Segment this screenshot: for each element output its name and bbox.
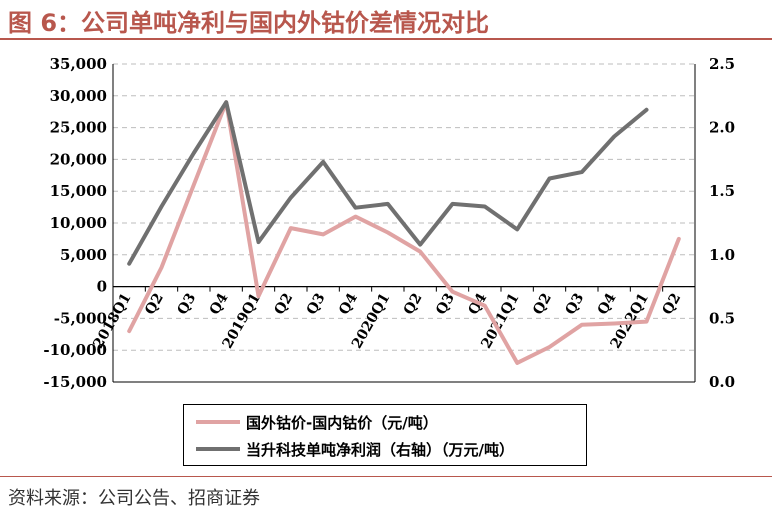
right-tick-label: 0.5	[709, 309, 735, 327]
chart-canvas: 35,000 30,000 25,000 20,000 15,000 10,000 5,00…	[43, 55, 735, 391]
left-tick-label: 15,000	[50, 182, 107, 200]
legend: 国外钴价-国内钴价（元/吨） 当升科技单吨净利润（右轴）（万元/吨）	[183, 404, 587, 466]
series-line-price-diff	[127, 100, 681, 365]
chart-title: 图 6：公司单吨净利与国内外钴价差情况对比	[8, 9, 490, 37]
right-tick-label: 2.0	[709, 119, 735, 137]
category-label: Q4	[595, 290, 620, 317]
left-tick-label: 30,000	[50, 87, 107, 105]
source-note: 资料来源：公司公告、招商证券	[8, 488, 260, 509]
source-rule	[0, 476, 772, 477]
left-tick-label: 20,000	[50, 150, 107, 168]
category-label: Q3	[174, 291, 199, 318]
title-bar: 图 6：公司单吨净利与国内外钴价差情况对比	[0, 0, 772, 38]
title-rule	[0, 38, 772, 40]
category-label: Q4	[336, 290, 361, 317]
category-label: Q2	[659, 291, 684, 318]
category-label: Q3	[562, 291, 587, 318]
category-label: Q4	[207, 290, 232, 317]
right-tick-label: 0.0	[709, 373, 735, 391]
category-label: Q2	[271, 291, 296, 318]
legend-item-price-diff: 国外钴价-国内钴价（元/吨）	[196, 411, 438, 433]
right-tick-label: 1.0	[709, 246, 735, 264]
legend-label-profit: 当升科技单吨净利润（右轴）（万元/吨）	[246, 440, 514, 459]
category-label: Q3	[433, 291, 458, 318]
left-tick-label: 35,000	[50, 55, 107, 73]
left-tick-label: -5,000	[54, 309, 107, 327]
category-label: Q2	[530, 291, 555, 318]
legend-swatch-profit	[196, 447, 240, 451]
category-label: Q2	[401, 291, 426, 318]
left-tick-label: 5,000	[60, 246, 107, 264]
legend-label-price-diff: 国外钴价-国内钴价（元/吨）	[246, 413, 438, 432]
right-tick-label: 2.5	[709, 55, 735, 73]
left-tick-label: 25,000	[50, 119, 107, 137]
left-tick-label: -15,000	[43, 373, 107, 391]
legend-item-profit: 当升科技单吨净利润（右轴）（万元/吨）	[196, 438, 514, 460]
right-tick-label: 1.5	[709, 182, 735, 200]
left-tick-label: -10,000	[43, 341, 107, 359]
left-tick-label: 0	[97, 278, 107, 296]
category-label: Q3	[304, 291, 329, 318]
series-line-profit	[127, 100, 649, 266]
legend-swatch-price-diff	[196, 420, 240, 424]
left-tick-label: 10,000	[50, 214, 107, 232]
